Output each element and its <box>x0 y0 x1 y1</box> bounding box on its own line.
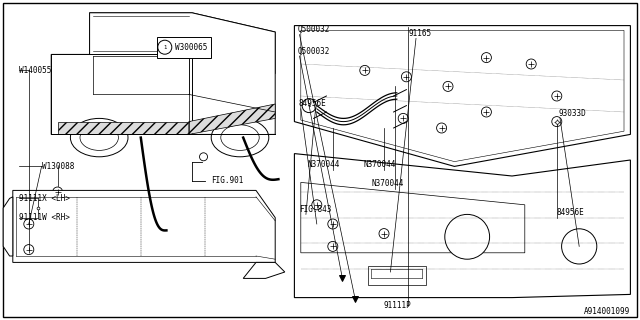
Text: 84956E: 84956E <box>299 100 326 108</box>
Ellipse shape <box>70 118 128 157</box>
Polygon shape <box>189 104 275 134</box>
Text: 91111X <LH>: 91111X <LH> <box>19 194 70 203</box>
Bar <box>157 37 211 58</box>
Polygon shape <box>13 190 275 262</box>
Text: W300065: W300065 <box>175 43 207 52</box>
Polygon shape <box>3 197 13 256</box>
Text: 91165: 91165 <box>408 29 431 38</box>
Text: N370044: N370044 <box>307 160 340 169</box>
Text: 84956E: 84956E <box>557 208 584 217</box>
Polygon shape <box>58 122 189 134</box>
Polygon shape <box>294 154 630 298</box>
Text: 1: 1 <box>163 45 166 50</box>
Text: 91111P: 91111P <box>384 301 412 310</box>
Text: W140055: W140055 <box>19 66 52 75</box>
Polygon shape <box>51 54 192 134</box>
Polygon shape <box>294 26 630 166</box>
Text: N370044: N370044 <box>364 160 396 169</box>
Text: Q500032: Q500032 <box>298 47 330 56</box>
Text: 93033D: 93033D <box>558 109 586 118</box>
Text: A914001099: A914001099 <box>584 308 630 316</box>
Text: FIG.901: FIG.901 <box>211 176 244 185</box>
Text: N370044: N370044 <box>371 180 404 188</box>
Ellipse shape <box>562 229 597 264</box>
Polygon shape <box>51 13 275 134</box>
Polygon shape <box>301 30 624 162</box>
Polygon shape <box>90 13 275 74</box>
Ellipse shape <box>221 125 259 150</box>
Text: 91111W <RH>: 91111W <RH> <box>19 213 70 222</box>
Text: 1: 1 <box>307 103 311 108</box>
Ellipse shape <box>211 118 269 157</box>
Polygon shape <box>301 182 525 253</box>
Ellipse shape <box>80 125 118 150</box>
Text: W130088: W130088 <box>42 162 74 171</box>
Text: Q500032: Q500032 <box>298 25 330 34</box>
Polygon shape <box>243 262 285 278</box>
Text: FIG.843: FIG.843 <box>300 205 332 214</box>
Ellipse shape <box>445 214 490 259</box>
Bar <box>368 266 426 285</box>
